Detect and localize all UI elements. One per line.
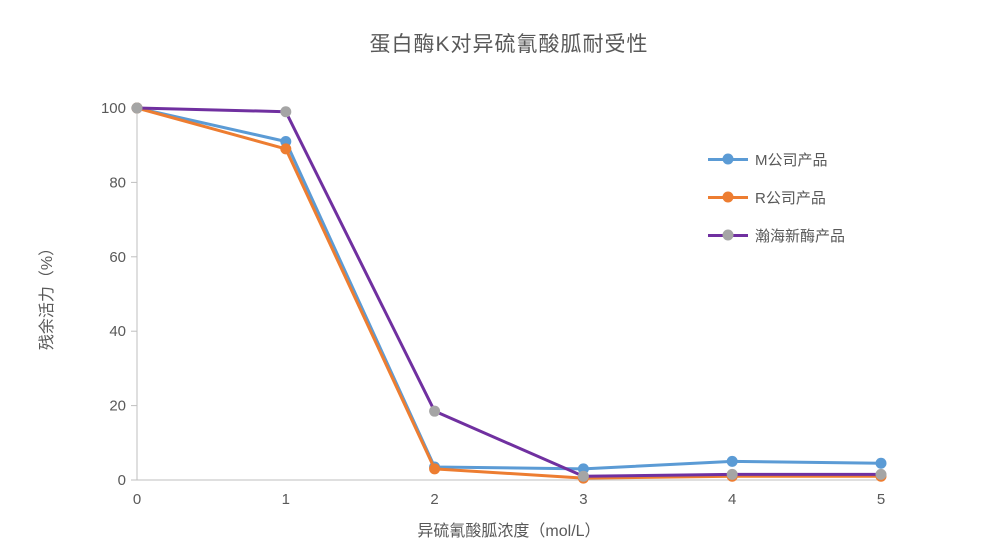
- legend-label: 瀚海新酶产品: [755, 227, 846, 245]
- legend-label: M公司产品: [755, 151, 828, 169]
- y-tick-label: 40: [109, 323, 126, 340]
- y-tick-label: 60: [109, 249, 126, 266]
- x-axis-title: 异硫氰酸胍浓度（mol/L）: [417, 523, 601, 540]
- x-tick-label: 3: [579, 491, 587, 508]
- y-tick-label: 20: [109, 398, 126, 415]
- y-tick-label: 100: [101, 100, 126, 117]
- x-tick-label: 2: [430, 491, 438, 508]
- x-tick-label: 0: [133, 491, 141, 508]
- legend-label: R公司产品: [755, 189, 826, 207]
- legend-item-series-0: M公司产品: [708, 148, 845, 170]
- legend-line-marker-icon: [708, 153, 748, 165]
- legend-line-marker-icon: [708, 191, 748, 203]
- legend-item-series-1: R公司产品: [708, 186, 845, 208]
- chart-legend: M公司产品 R公司产品 瀚海新酶产品: [708, 148, 845, 246]
- series-line-1: [135, 106, 883, 480]
- x-tick-label: 4: [728, 491, 736, 508]
- legend-line-marker-icon: [708, 229, 748, 241]
- x-tick-label: 5: [877, 491, 885, 508]
- series-line-0: [135, 106, 883, 471]
- series-1-marker: [429, 463, 441, 475]
- legend-dot-icon: [722, 191, 734, 203]
- legend-dot-icon: [722, 153, 734, 165]
- series-2-marker: [429, 405, 441, 417]
- series-2-marker: [131, 102, 143, 114]
- series-2-marker: [726, 468, 738, 480]
- y-tick-label: 0: [118, 472, 126, 489]
- y-tick-label: 80: [109, 174, 126, 191]
- chart-title: 蛋白酶K对异硫氰酸胍耐受性: [369, 33, 649, 56]
- y-axis-title: 残余活力（%）: [39, 239, 56, 351]
- series-2-marker: [577, 470, 589, 482]
- series-line-2: [135, 106, 883, 478]
- series-1-marker: [280, 143, 292, 155]
- legend-dot-icon: [722, 229, 734, 241]
- x-tick-label: 1: [282, 491, 290, 508]
- series-0-marker: [875, 457, 887, 469]
- legend-item-series-2: 瀚海新酶产品: [708, 224, 845, 246]
- series-2-marker: [280, 106, 292, 118]
- series-2-marker: [875, 468, 887, 480]
- series-0-marker: [726, 455, 738, 467]
